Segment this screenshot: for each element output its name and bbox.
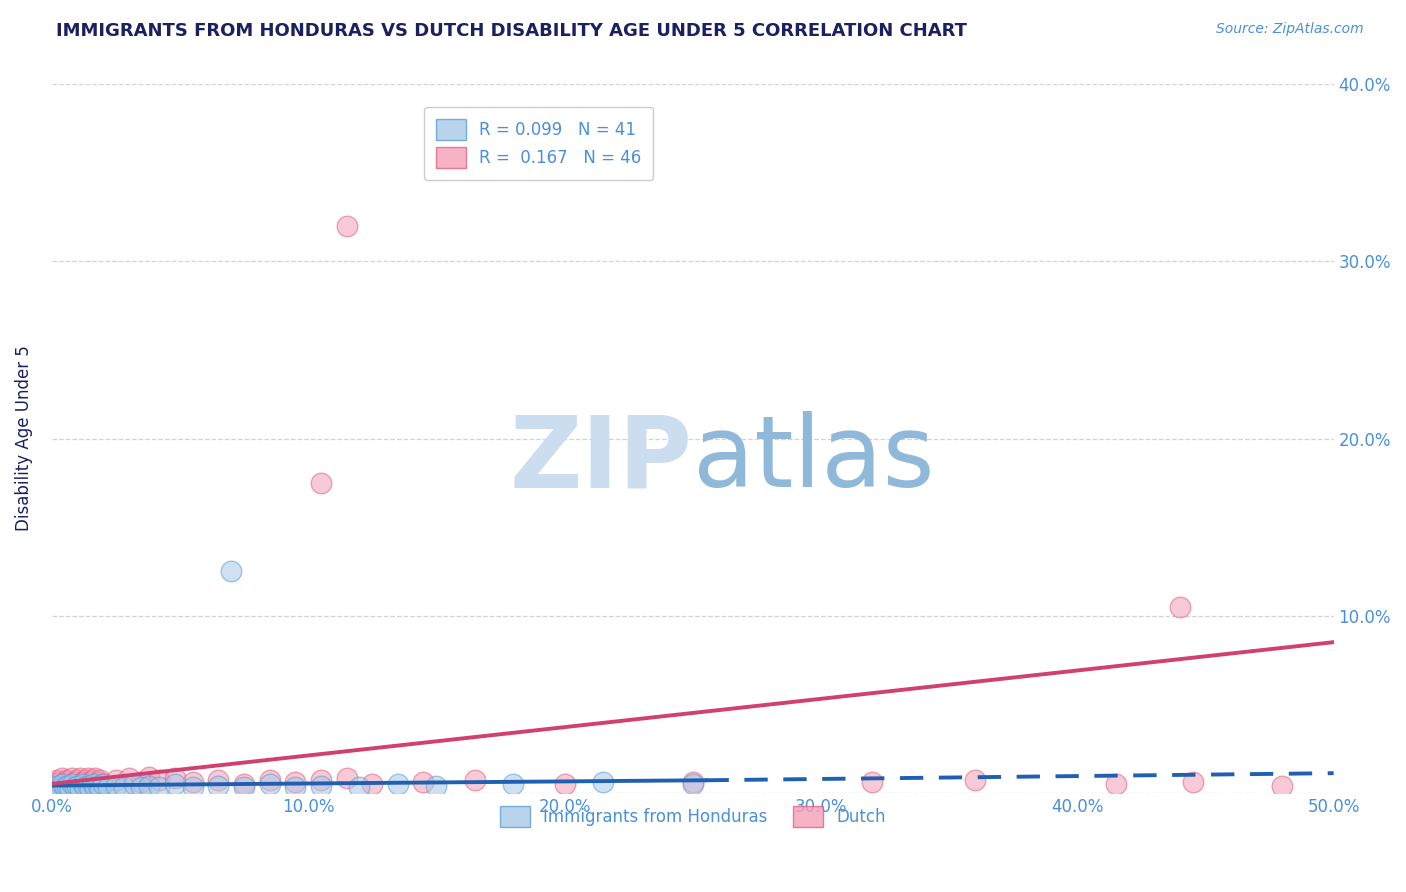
Point: [63, 780, 86, 795]
Point: [682, 777, 704, 791]
Point: [60, 772, 83, 786]
Point: [76, 772, 98, 786]
Point: [76, 779, 98, 793]
Point: [233, 777, 256, 791]
Point: [233, 780, 256, 795]
Point: [91, 777, 114, 791]
Point: [45, 779, 67, 793]
Point: [284, 780, 307, 795]
Point: [309, 779, 332, 793]
Point: [361, 777, 384, 791]
Point: [118, 772, 141, 786]
Point: [464, 773, 486, 788]
Legend: Immigrants from Honduras, Dutch: Immigrants from Honduras, Dutch: [494, 799, 893, 834]
Point: [45, 773, 67, 788]
Point: [181, 780, 204, 795]
Point: [148, 780, 170, 795]
Point: [63, 775, 86, 789]
Point: [84, 780, 107, 795]
Text: IMMIGRANTS FROM HONDURAS VS DUTCH DISABILITY AGE UNDER 5 CORRELATION CHART: IMMIGRANTS FROM HONDURAS VS DUTCH DISABI…: [56, 22, 967, 40]
Point: [122, 777, 145, 791]
Point: [56, 779, 79, 793]
Point: [412, 775, 434, 789]
Point: [44, 777, 66, 791]
Point: [592, 775, 614, 789]
Point: [69, 772, 91, 786]
Point: [131, 780, 153, 795]
Point: [1168, 599, 1191, 614]
Point: [79, 775, 101, 789]
Text: ZIP: ZIP: [510, 411, 693, 508]
Point: [66, 773, 89, 788]
Y-axis label: Disability Age Under 5: Disability Age Under 5: [15, 345, 32, 532]
Point: [53, 780, 76, 795]
Point: [84, 772, 107, 786]
Point: [75, 773, 97, 788]
Point: [48, 775, 70, 789]
Point: [72, 777, 94, 791]
Point: [502, 777, 524, 791]
Point: [336, 772, 359, 786]
Point: [207, 773, 229, 788]
Point: [349, 780, 371, 795]
Point: [682, 775, 704, 789]
Point: [963, 773, 986, 788]
Point: [309, 773, 332, 788]
Point: [87, 775, 110, 789]
Point: [138, 770, 160, 784]
Point: [59, 777, 82, 791]
Point: [148, 773, 170, 788]
Point: [72, 775, 94, 789]
Point: [207, 779, 229, 793]
Point: [259, 777, 281, 791]
Point: [163, 772, 186, 786]
Point: [48, 782, 70, 797]
Point: [553, 777, 575, 791]
Point: [51, 777, 73, 791]
Point: [59, 782, 82, 797]
Point: [87, 779, 110, 793]
Point: [425, 779, 447, 793]
Point: [104, 779, 127, 793]
Point: [1105, 777, 1128, 791]
Point: [1271, 779, 1294, 793]
Point: [387, 777, 409, 791]
Point: [1181, 775, 1204, 789]
Point: [82, 777, 104, 791]
Point: [89, 773, 111, 788]
Point: [56, 773, 79, 788]
Point: [309, 475, 332, 490]
Point: [69, 782, 91, 797]
Point: [336, 219, 359, 233]
Point: [51, 772, 73, 786]
Point: [75, 780, 97, 795]
Point: [97, 780, 120, 795]
Point: [284, 775, 307, 789]
Point: [53, 775, 76, 789]
Point: [219, 565, 242, 579]
Point: [259, 773, 281, 788]
Point: [104, 773, 127, 788]
Point: [163, 777, 186, 791]
Point: [181, 775, 204, 789]
Text: Source: ZipAtlas.com: Source: ZipAtlas.com: [1216, 22, 1364, 37]
Point: [138, 779, 160, 793]
Point: [112, 780, 135, 795]
Point: [66, 779, 89, 793]
Point: [131, 775, 153, 789]
Point: [79, 782, 101, 797]
Point: [60, 777, 83, 791]
Point: [91, 777, 114, 791]
Point: [89, 782, 111, 797]
Point: [82, 773, 104, 788]
Text: atlas: atlas: [693, 411, 935, 508]
Point: [860, 775, 883, 789]
Point: [44, 780, 66, 795]
